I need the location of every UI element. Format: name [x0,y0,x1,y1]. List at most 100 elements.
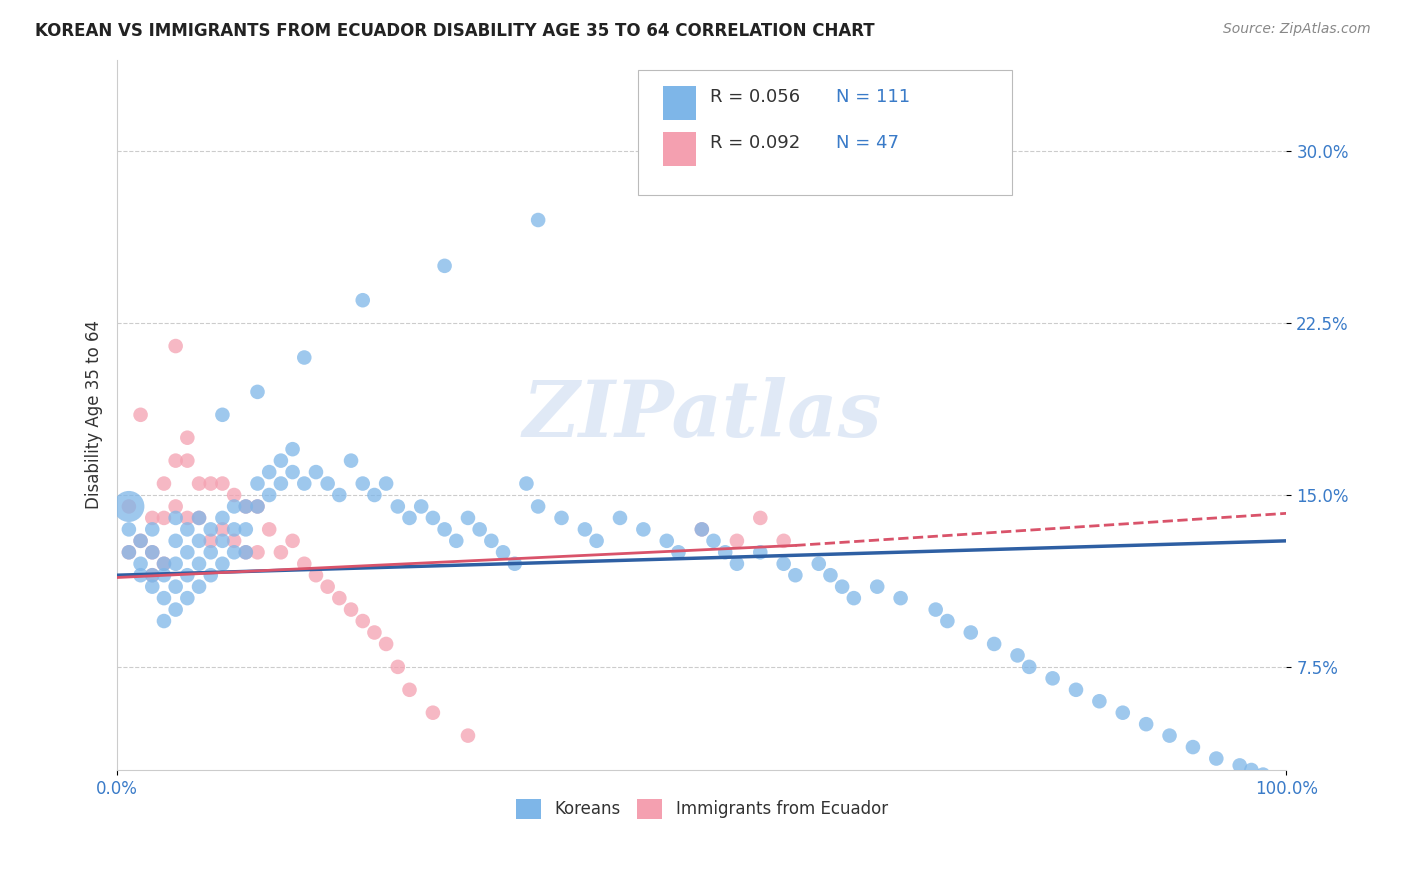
Point [749,511,772,525]
Point [246,476,269,491]
Text: KOREAN VS IMMIGRANTS FROM ECUADOR DISABILITY AGE 35 TO 64 CORRELATION CHART: KOREAN VS IMMIGRANTS FROM ECUADOR DISABI… [35,22,875,40]
Point [281,465,304,479]
Point [352,614,374,628]
Point [983,637,1005,651]
Point [1135,717,1157,731]
Point [118,500,141,514]
Point [129,408,152,422]
Point [153,557,176,571]
Point [141,580,163,594]
Point [363,625,385,640]
Point [165,453,187,467]
Point [515,476,537,491]
Text: N = 111: N = 111 [837,88,911,106]
Point [176,453,198,467]
Point [224,488,246,502]
Point [292,476,315,491]
Point [176,522,198,536]
Point [328,488,350,502]
Point [725,557,748,571]
Point [550,511,572,525]
Point [457,729,479,743]
Point [609,511,631,525]
Point [246,384,269,399]
Text: ZIPatlas: ZIPatlas [522,376,882,453]
Point [655,533,678,548]
Point [328,591,350,606]
Point [257,522,280,536]
Point [153,568,176,582]
Y-axis label: Disability Age 35 to 64: Disability Age 35 to 64 [86,320,103,509]
Point [690,522,713,536]
Point [129,533,152,548]
Point [690,522,713,536]
Point [211,522,233,536]
Point [165,557,187,571]
Text: R = 0.056: R = 0.056 [710,88,800,106]
Point [211,511,233,525]
Point [200,533,222,548]
Point [165,580,187,594]
Point [118,545,141,559]
Point [188,511,211,525]
Point [433,259,456,273]
Point [200,568,222,582]
Point [153,511,176,525]
Point [785,568,807,582]
Point [398,511,420,525]
Point [387,500,409,514]
Point [772,533,794,548]
Point [1251,767,1274,781]
Point [176,545,198,559]
Point [211,476,233,491]
Point [1042,671,1064,685]
Point [633,522,655,536]
Point [1159,729,1181,743]
Point [257,465,280,479]
Point [235,500,257,514]
Legend: Koreans, Immigrants from Ecuador: Koreans, Immigrants from Ecuador [509,792,894,826]
Point [866,580,889,594]
Point [668,545,690,559]
Text: R = 0.092: R = 0.092 [710,135,800,153]
Point [165,533,187,548]
Point [129,557,152,571]
Point [820,568,842,582]
Point [141,568,163,582]
Point [527,500,550,514]
Point [176,431,198,445]
Point [235,545,257,559]
Point [224,522,246,536]
Point [200,476,222,491]
Point [188,511,211,525]
Point [305,465,328,479]
Point [246,500,269,514]
Point [936,614,959,628]
Point [235,545,257,559]
Point [200,522,222,536]
Point [246,500,269,514]
Point [235,500,257,514]
Point [281,442,304,457]
Point [398,682,420,697]
Point [352,293,374,308]
Point [188,533,211,548]
Point [153,591,176,606]
Point [574,522,596,536]
Point [211,533,233,548]
Point [176,591,198,606]
Point [176,568,198,582]
Text: Source: ZipAtlas.com: Source: ZipAtlas.com [1223,22,1371,37]
Point [292,351,315,365]
Point [153,614,176,628]
Point [807,557,830,571]
Point [433,522,456,536]
Point [363,488,385,502]
Point [281,533,304,548]
Point [422,706,444,720]
Point [165,602,187,616]
Point [1018,660,1040,674]
Point [959,625,981,640]
Text: N = 47: N = 47 [837,135,900,153]
Point [725,533,748,548]
